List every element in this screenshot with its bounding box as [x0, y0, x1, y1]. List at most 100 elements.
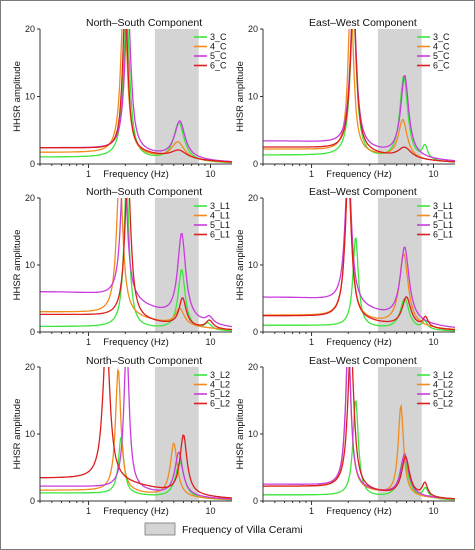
series-line-4-l2	[40, 368, 232, 501]
chart-panel-2: 0 10 20 1 10 East–West Component Frequency (Hz…	[235, 17, 455, 180]
series-line-3-c	[263, 29, 455, 163]
x-tick-label: 1	[86, 337, 91, 347]
legend-label: 6_C	[433, 61, 450, 71]
series-line-5-l2	[40, 367, 232, 500]
legend: 3_C4_C5_C6_C	[417, 32, 450, 71]
x-tick-label: 1	[86, 169, 91, 179]
legend-label: 6_L1	[210, 230, 230, 240]
panel-title: East–West Component	[309, 186, 417, 198]
panel-title: North–South Component	[86, 17, 202, 29]
legend-label: 5_L2	[210, 389, 230, 399]
legend-label: 3_L1	[433, 201, 453, 211]
x-tick-label: 10	[206, 337, 216, 347]
legend-label: 3_C	[433, 32, 450, 42]
legend-label: 5_L1	[433, 220, 453, 230]
series-line-3-l1	[40, 198, 232, 332]
chart-panel-6: 0 10 20 1 10 East–West Component Frequency (Hz…	[235, 355, 455, 517]
y-tick-label: 0	[253, 496, 258, 506]
chart-panel-3: 0 10 20 1 10 North–South Component Frequency (…	[12, 186, 232, 348]
legend: 3_L24_L25_L26_L2	[194, 370, 230, 409]
series-line-5-l2	[263, 367, 455, 500]
band-legend: Frequency of Villa Cerami	[144, 522, 303, 536]
x-tick-label: 10	[429, 506, 439, 516]
series-line-6-c	[40, 29, 232, 163]
series-line-6-l1	[40, 198, 232, 331]
legend-label: 5_L1	[210, 220, 230, 230]
x-tick-label: 10	[429, 337, 439, 347]
y-tick-label: 0	[30, 496, 35, 506]
y-tick-label: 10	[25, 260, 35, 270]
y-tick-label: 20	[25, 362, 35, 372]
legend-label: 4_L2	[433, 380, 453, 390]
villa-cerami-band	[154, 367, 199, 501]
series-line-3-l2	[263, 400, 455, 501]
villa-cerami-band	[154, 29, 199, 164]
legend-label: 4_L1	[433, 211, 453, 221]
legend-label: 4_C	[433, 42, 450, 52]
y-axis-label: HHSR amplitude	[235, 230, 246, 301]
x-axis-label: Frequency (Hz)	[326, 169, 391, 180]
legend-label: 3_L2	[210, 370, 230, 380]
legend-label: 4_L2	[210, 380, 230, 390]
panel-title: East–West Component	[309, 355, 417, 367]
legend: 3_C4_C5_C6_C	[194, 32, 227, 71]
legend-label: 4_L1	[210, 211, 230, 221]
series-line-6-l2	[263, 367, 455, 500]
legend-label: 5_L2	[433, 389, 453, 399]
series-line-4-l1	[40, 198, 232, 331]
villa-cerami-band	[154, 198, 199, 332]
y-axis-label: HHSR amplitude	[12, 61, 23, 132]
y-tick-label: 0	[253, 159, 258, 169]
y-tick-label: 10	[25, 92, 35, 102]
series-line-3-l1	[263, 237, 455, 332]
y-tick-label: 20	[248, 193, 258, 203]
x-tick-label: 10	[206, 506, 216, 516]
y-tick-label: 10	[248, 429, 258, 439]
band-legend-swatch	[144, 522, 176, 536]
x-axis-label: Frequency (Hz)	[326, 337, 391, 348]
y-tick-label: 10	[25, 429, 35, 439]
series-line-6-l1	[263, 198, 455, 331]
chart-panel-4: 0 10 20 1 10 East–West Component Frequency (Hz…	[235, 186, 455, 348]
y-axis-label: HHSR amplitude	[12, 399, 23, 470]
x-tick-label: 10	[429, 169, 439, 179]
series-line-6-l2	[40, 367, 232, 499]
x-axis-label: Frequency (Hz)	[326, 506, 391, 517]
band-legend-label: Frequency of Villa Cerami	[182, 524, 303, 536]
x-tick-label: 1	[309, 169, 314, 179]
legend: 3_L24_L25_L26_L2	[417, 370, 453, 409]
legend: 3_L14_L15_L16_L1	[194, 201, 230, 240]
chart-panel-5: 0 10 20 1 10 North–South Component Frequency (…	[12, 355, 232, 517]
y-tick-label: 10	[248, 92, 258, 102]
legend-label: 3_L2	[433, 370, 453, 380]
x-tick-label: 1	[309, 506, 314, 516]
series-line-6-c	[263, 29, 455, 163]
y-tick-label: 0	[30, 159, 35, 169]
y-tick-label: 20	[25, 193, 35, 203]
legend-label: 5_C	[210, 51, 227, 61]
legend-label: 3_C	[210, 32, 227, 42]
x-axis-label: Frequency (Hz)	[103, 506, 168, 517]
legend-label: 6_L2	[210, 399, 230, 409]
y-tick-label: 20	[25, 24, 35, 34]
y-axis-label: HHSR amplitude	[235, 61, 246, 132]
y-tick-label: 10	[248, 260, 258, 270]
chart-panel-1: 0 10 20 1 10 North–South Component Frequency (…	[12, 17, 232, 180]
x-axis-label: Frequency (Hz)	[103, 337, 168, 348]
x-axis-label: Frequency (Hz)	[103, 169, 168, 180]
y-axis-label: HHSR amplitude	[12, 230, 23, 301]
x-tick-label: 1	[309, 337, 314, 347]
y-tick-label: 20	[248, 362, 258, 372]
y-tick-label: 0	[30, 327, 35, 337]
legend-label: 6_C	[210, 61, 227, 71]
y-axis-label: HHSR amplitude	[235, 399, 246, 470]
panel-title: North–South Component	[86, 355, 202, 367]
legend-label: 5_C	[433, 51, 450, 61]
legend-label: 6_L2	[433, 399, 453, 409]
panel-title: East–West Component	[309, 17, 417, 29]
legend: 3_L14_L15_L16_L1	[417, 201, 453, 240]
panel-title: North–South Component	[86, 186, 202, 198]
x-tick-label: 10	[206, 169, 216, 179]
